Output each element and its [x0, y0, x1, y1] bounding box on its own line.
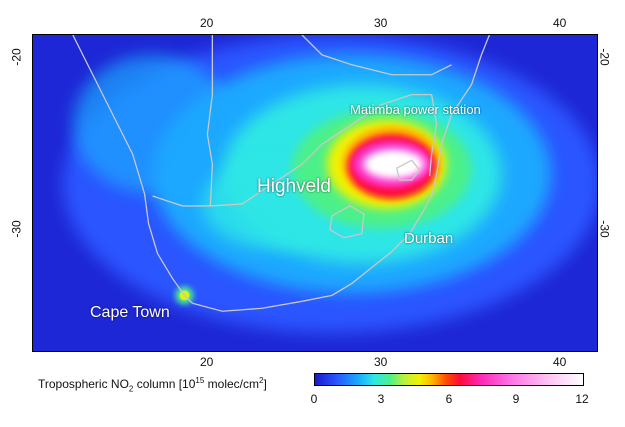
- right-lat-tick-20: -20: [597, 48, 612, 66]
- label-durban: Durban: [404, 230, 454, 247]
- no2-map-image: [33, 35, 597, 351]
- colorbar-tick-12: 12: [575, 392, 589, 406]
- colorbar-tick-9: 9: [512, 392, 520, 406]
- colorbar-tick-3: 3: [377, 392, 385, 406]
- colorbar-title: Tropospheric NO2 column [1015 molec/cm2]: [38, 376, 267, 394]
- bottom-lon-tick-20: 20: [200, 355, 214, 369]
- colorbar-tick-6: 6: [445, 392, 453, 406]
- colorbar: [314, 373, 584, 386]
- top-lon-tick-20: 20: [200, 16, 214, 30]
- no2-map: [32, 34, 598, 352]
- left-lat-tick-30: -30: [9, 220, 24, 238]
- label-highveld: Highveld: [257, 176, 331, 197]
- bottom-lon-tick-40: 40: [553, 355, 567, 369]
- label-matimba-power-station: Matimba power station: [350, 102, 481, 117]
- right-lat-tick-30: -30: [597, 220, 612, 238]
- label-cape-town: Cape Town: [90, 304, 170, 321]
- top-lon-tick-40: 40: [553, 16, 567, 30]
- top-lon-tick-30: 30: [374, 16, 388, 30]
- bottom-lon-tick-30: 30: [374, 355, 388, 369]
- colorbar-tick-0: 0: [310, 392, 318, 406]
- left-lat-tick-20: -20: [9, 48, 24, 66]
